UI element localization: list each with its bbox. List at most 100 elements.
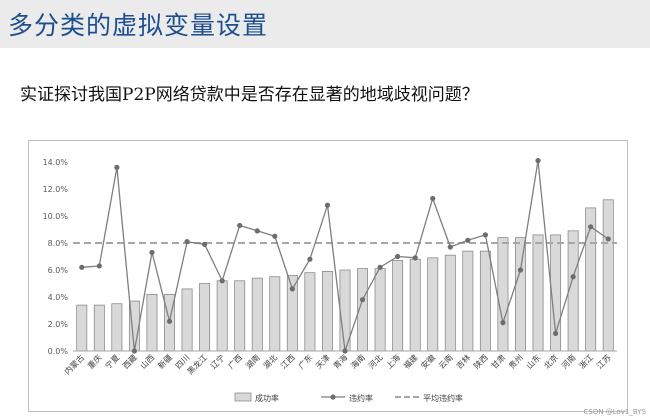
x-tick-label: 吉林 xyxy=(454,352,472,370)
legend-swatch-success-rate xyxy=(234,392,252,402)
legend-label-average-default-rate: 平均违约率 xyxy=(423,393,463,403)
y-tick-label: 8.0% xyxy=(48,239,69,248)
default-rate-point-江苏 xyxy=(605,236,611,242)
x-tick-label: 河南 xyxy=(559,352,577,370)
bar-河南 xyxy=(567,230,579,352)
bar-宁夏 xyxy=(111,303,123,352)
x-tick-label: 广东 xyxy=(296,352,314,370)
default-rate-point-上海 xyxy=(395,253,401,260)
y-tick-label: 10.0% xyxy=(43,212,69,221)
bar-广西 xyxy=(234,280,246,352)
x-tick-label: 山西 xyxy=(138,352,156,370)
default-rate-point-辽宁 xyxy=(219,278,225,284)
legend-marker-default-rate xyxy=(330,394,336,400)
bar-上海 xyxy=(392,260,404,352)
default-rate-point-新疆 xyxy=(166,318,173,324)
x-tick-label: 青海 xyxy=(331,352,349,370)
y-tick-label: 6.0% xyxy=(48,266,69,275)
default-rate-point-云南 xyxy=(447,244,453,250)
x-tick-label: 黑龙江 xyxy=(185,352,209,376)
default-rate-point-青海 xyxy=(342,348,348,354)
bar-广东 xyxy=(304,272,316,352)
default-rate-point-海南 xyxy=(359,297,366,303)
default-rate-point-湖北 xyxy=(272,233,278,239)
x-tick-label: 上海 xyxy=(384,352,402,370)
default-rate-point-吉林 xyxy=(465,237,471,243)
y-tick-label: 4.0% xyxy=(48,293,69,302)
legend-label-default-rate: 违约率 xyxy=(349,393,373,403)
x-tick-label: 云南 xyxy=(436,352,454,370)
default-rate-point-宁夏 xyxy=(114,164,120,170)
bar-天津 xyxy=(322,271,333,352)
default-rate-point-天津 xyxy=(324,202,331,208)
default-rate-point-江西 xyxy=(289,286,295,292)
default-rate-point-河北 xyxy=(377,264,383,270)
default-rate-point-安徽 xyxy=(430,195,436,202)
x-tick-label: 湖南 xyxy=(243,352,261,370)
x-tick-label: 广西 xyxy=(226,352,244,370)
research-question: 实证探讨我国P2P网络贷款中是否存在显著的地域歧视问题？ xyxy=(20,85,479,105)
bar-辽宁 xyxy=(216,280,228,352)
legend-label-success-rate: 成功率 xyxy=(255,393,279,403)
x-tick-label: 江西 xyxy=(279,353,297,371)
default-rate-point-山东 xyxy=(535,158,541,164)
bar-山东 xyxy=(532,234,544,352)
bar-安徽 xyxy=(427,257,439,352)
x-tick-label: 江苏 xyxy=(594,352,612,370)
bar-江苏 xyxy=(602,199,614,352)
bar-重庆 xyxy=(93,304,105,352)
x-tick-label: 浙江 xyxy=(577,352,595,370)
default-rate-point-福建 xyxy=(412,255,418,261)
default-rate-point-浙江 xyxy=(588,224,594,230)
x-tick-label: 河北 xyxy=(366,352,384,370)
x-tick-label: 安徽 xyxy=(419,352,437,370)
x-tick-label: 辽宁 xyxy=(208,352,226,370)
watermark: CSDN @Lov1_BYS xyxy=(583,408,646,416)
combo-chart: 0.0%2.0%4.0%6.0%8.0%10.0%12.0%14.0%内蒙古 重庆… xyxy=(43,158,617,403)
x-tick-label: 北京 xyxy=(542,352,560,370)
bar-山西 xyxy=(146,293,158,352)
x-tick-label: 宁夏 xyxy=(103,352,121,370)
default-rate-point-四川 xyxy=(184,239,190,245)
x-tick-label: 海南 xyxy=(349,352,367,370)
default-rate-point-河南 xyxy=(570,274,576,280)
x-tick-label: 新疆 xyxy=(156,352,174,370)
bar-四川 xyxy=(181,288,193,352)
x-tick-label: 湖北 xyxy=(262,353,280,371)
x-tick-label: 甘肃 xyxy=(489,352,507,370)
bar-甘肃 xyxy=(497,237,509,352)
bar-湖南 xyxy=(251,277,263,352)
y-tick-label: 14.0% xyxy=(43,158,69,167)
x-tick-label: 西藏 xyxy=(120,352,138,370)
x-tick-label: 重庆 xyxy=(85,352,103,370)
default-rate-point-贵州 xyxy=(517,267,524,273)
default-rate-point-湖南 xyxy=(254,228,260,234)
bar-湖北 xyxy=(269,276,281,352)
default-rate-point-甘肃 xyxy=(500,320,506,326)
bar-吉林 xyxy=(462,250,474,352)
x-tick-label: 陕西 xyxy=(471,352,489,370)
bar-福建 xyxy=(409,258,421,352)
default-rate-point-广西 xyxy=(237,222,243,229)
title-bar: 多分类的虚拟变量设置 xyxy=(0,0,650,48)
default-rate-point-内蒙古 xyxy=(79,264,85,270)
x-tick-label: 福建 xyxy=(401,352,419,370)
default-rate-point-黑龙江 xyxy=(202,241,208,247)
default-rate-point-北京 xyxy=(552,330,559,337)
default-rate-point-广东 xyxy=(307,256,313,262)
default-rate-point-陕西 xyxy=(482,232,488,238)
x-tick-label: 天津 xyxy=(313,352,331,370)
y-tick-label: 0.0% xyxy=(48,347,69,356)
x-tick-label: 山东 xyxy=(524,352,542,370)
y-tick-label: 2.0% xyxy=(48,320,69,329)
bar-内蒙古 xyxy=(76,304,88,352)
bar-河北 xyxy=(374,268,386,352)
y-tick-label: 12.0% xyxy=(43,185,69,194)
x-tick-label: 贵州 xyxy=(507,352,525,370)
bar-陕西 xyxy=(479,250,491,352)
bar-贵州 xyxy=(515,237,526,352)
default-rate-point-山西 xyxy=(149,249,155,256)
default-rate-point-重庆 xyxy=(96,263,102,269)
default-rate-point-西藏 xyxy=(131,348,138,354)
chart-frame: 0.0% 2.0% 4.0% 6.0% 8.0% 10.0% 12.0% 14.0% 内蒙古 重庆… xyxy=(28,140,628,412)
